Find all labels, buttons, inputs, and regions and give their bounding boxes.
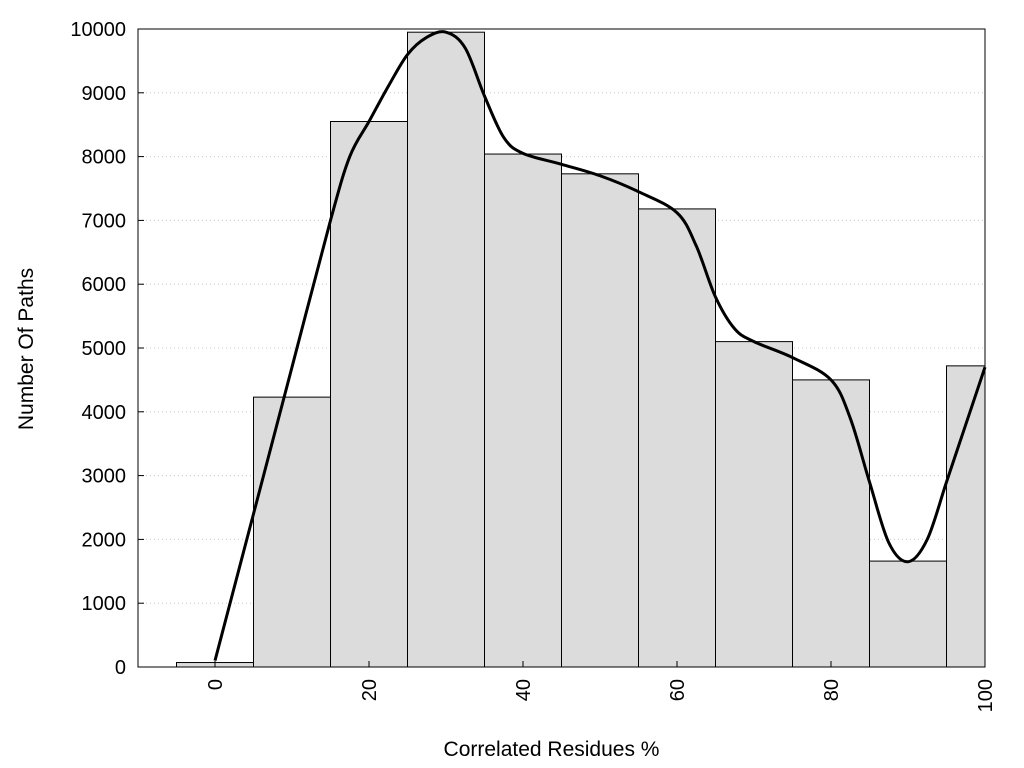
x-tick-label: 40 <box>513 679 535 701</box>
y-tick-label: 4000 <box>82 402 127 424</box>
histogram-bar <box>253 396 331 668</box>
y-tick-label: 9000 <box>82 83 127 105</box>
density-curve-layer <box>213 30 987 662</box>
histogram-bar <box>946 365 986 668</box>
y-tick-label: 8000 <box>82 147 127 169</box>
x-tick-label: 20 <box>359 679 381 701</box>
y-tick-label: 3000 <box>82 466 127 488</box>
y-axis-ticks: 0 1000 2000 3000 4000 5000 6000 7000 8000 9000 100… <box>70 19 144 679</box>
histogram-bar <box>561 173 639 668</box>
x-tick-label: 100 <box>975 679 997 712</box>
x-tick-label: 60 <box>667 679 689 701</box>
y-axis-label: Number Of Paths <box>15 268 38 430</box>
histogram-bar <box>484 153 562 668</box>
y-tick-label: 2000 <box>82 529 127 551</box>
y-tick-label: 1000 <box>82 593 127 615</box>
histogram-bar <box>407 31 485 668</box>
density-curve <box>213 30 987 662</box>
bars <box>176 31 986 668</box>
x-tick-label: 0 <box>205 679 227 690</box>
x-tick-label: 80 <box>821 679 843 701</box>
y-tick-label: 0 <box>115 657 126 679</box>
x-axis-ticks: 0 20 40 60 80 100 <box>205 661 997 712</box>
histogram-bar <box>638 208 716 668</box>
y-tick-label: 5000 <box>82 338 127 360</box>
y-tick-label: 7000 <box>82 210 127 232</box>
x-axis-label: Correlated Residues % <box>444 738 660 761</box>
y-tick-label: 10000 <box>70 19 126 41</box>
y-tick-label: 6000 <box>82 274 127 296</box>
histogram-bar <box>792 379 870 668</box>
histogram-bar <box>869 560 947 668</box>
histogram-bar <box>330 121 408 668</box>
histogram-bar <box>715 341 793 668</box>
